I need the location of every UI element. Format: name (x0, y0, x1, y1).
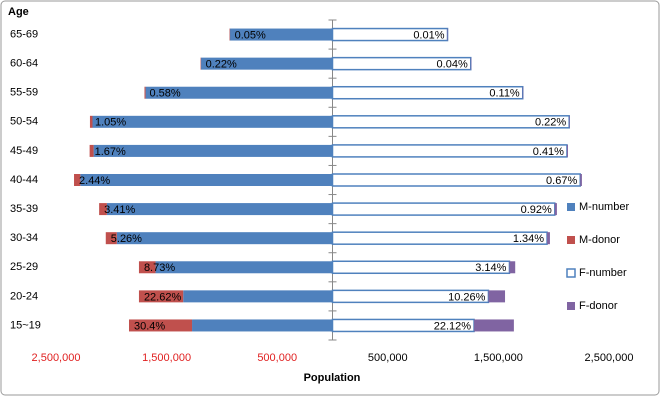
bar (331, 289, 490, 304)
bar (470, 57, 472, 70)
x-tick-label: 500,000 (257, 352, 297, 364)
y-axis-title: Age (8, 6, 29, 18)
category-label: 20-24 (10, 290, 38, 302)
bar (547, 232, 550, 245)
category-label: 35-39 (10, 203, 38, 215)
bar (80, 174, 333, 186)
legend-label: F-number (579, 267, 627, 279)
category-label: 40-44 (10, 174, 38, 186)
bar (566, 144, 568, 157)
bar (92, 115, 333, 128)
data-label: 10.26% (448, 291, 486, 303)
category-label: 15~19 (10, 319, 41, 331)
data-label: 0.58% (149, 88, 180, 100)
bar (116, 232, 333, 245)
bar (569, 115, 570, 128)
data-label: 0.22% (535, 117, 566, 129)
legend-label: M-number (579, 201, 629, 213)
data-label: 0.01% (413, 29, 444, 41)
data-label: 22.62% (144, 291, 182, 303)
data-label: 5.26% (111, 233, 142, 245)
data-label: 1.34% (513, 233, 544, 245)
bar (200, 57, 202, 70)
data-label: 1.05% (95, 117, 126, 129)
bar (229, 28, 333, 41)
data-label: 22.12% (434, 320, 472, 332)
x-tick-label: 2,500,000 (585, 352, 634, 364)
data-label: 0.67% (546, 175, 577, 187)
x-tick-label: 1,500,000 (474, 352, 523, 364)
data-label: 0.04% (437, 59, 468, 71)
bar (331, 115, 570, 129)
bar (138, 290, 184, 303)
bar (192, 319, 333, 332)
bar (155, 261, 333, 274)
bar (554, 203, 557, 216)
data-label: 30.4% (134, 320, 165, 332)
bar (229, 28, 231, 41)
data-label: 0.11% (489, 88, 520, 100)
category-label: 65-69 (10, 28, 38, 40)
bar (331, 173, 581, 187)
bar (89, 115, 93, 128)
legend-label: F-donor (579, 300, 618, 312)
category-label: 50-54 (10, 116, 38, 128)
data-label: 0.22% (206, 59, 237, 71)
bar (99, 203, 107, 216)
legend-swatch (566, 268, 576, 278)
data-label: 0.41% (533, 146, 564, 158)
bar (74, 174, 81, 186)
x-tick-label: 1,500,000 (142, 352, 191, 364)
category-label: 55-59 (10, 87, 38, 99)
category-label: 30-34 (10, 232, 38, 244)
bar (580, 174, 582, 186)
legend-swatch (567, 203, 575, 211)
data-label: 1.67% (95, 146, 126, 158)
bar (93, 144, 333, 157)
category-label: 25-29 (10, 261, 38, 273)
bar (522, 86, 524, 99)
bar (447, 28, 449, 41)
bar (144, 86, 146, 99)
data-label: 8.73% (144, 262, 175, 274)
bar (183, 290, 333, 303)
bar (106, 203, 333, 216)
category-label: 60-64 (10, 58, 38, 70)
bar (200, 57, 333, 70)
data-label: 2.44% (79, 175, 110, 187)
bar (474, 319, 514, 332)
bar (509, 261, 516, 274)
data-label: 0.92% (521, 204, 552, 216)
bar (331, 231, 548, 245)
x-tick-label: 2,500,000 (32, 352, 81, 364)
legend-label: M-donor (579, 234, 620, 246)
x-tick-label: 500,000 (368, 352, 408, 364)
bar (89, 144, 94, 157)
bar (128, 319, 193, 332)
x-axis-title: Population (304, 372, 361, 384)
bar (138, 261, 156, 274)
data-label: 0.05% (235, 29, 266, 41)
bar (105, 232, 117, 245)
data-label: 3.14% (475, 262, 506, 274)
bar (488, 290, 506, 303)
bar (145, 86, 333, 99)
data-label: 3.41% (104, 204, 135, 216)
legend-swatch (567, 302, 575, 310)
category-label: 45-49 (10, 145, 38, 157)
legend-swatch (567, 236, 575, 244)
